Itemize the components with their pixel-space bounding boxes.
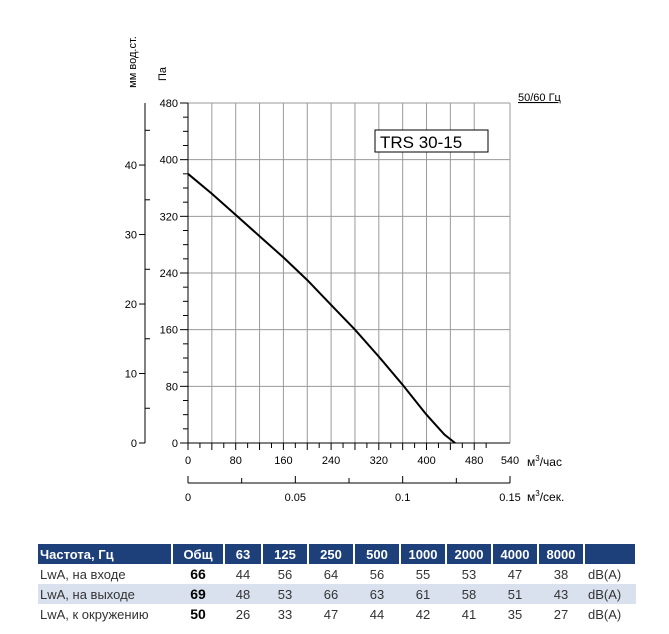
- model-label: TRS 30-15: [380, 133, 462, 152]
- x-tick-label: 320: [370, 455, 388, 467]
- x-tick-label: 240: [322, 455, 340, 467]
- x2-tick-label: 0.1: [395, 492, 410, 504]
- cell-1000: 61: [400, 584, 446, 604]
- column-header: 8000: [538, 544, 585, 564]
- cell-250: 47: [323, 606, 339, 622]
- column-header: 250: [308, 544, 355, 564]
- cell-8000: 43: [538, 584, 584, 604]
- cell-1000: 42: [415, 606, 431, 622]
- cell-8000: 27: [553, 606, 569, 622]
- cell-4000: 35: [507, 606, 523, 622]
- frequency-label: 50/60 Гц: [518, 92, 562, 104]
- cell-500: 44: [369, 606, 385, 622]
- y-pa-tick-label: 240: [160, 268, 178, 280]
- y-mm-tick-label: 20: [125, 299, 137, 311]
- x-tick-label: 80: [230, 455, 242, 467]
- x2-tick-label: 0: [185, 492, 191, 504]
- x-axis-label: м3/час: [527, 454, 562, 469]
- y-mm-tick-label: 40: [125, 160, 137, 172]
- column-header: [584, 544, 637, 564]
- column-header: 1000: [400, 544, 447, 564]
- row-total: 69: [172, 584, 224, 604]
- cell-250: 64: [323, 566, 339, 582]
- column-header: 125: [262, 544, 309, 564]
- row-label: LwA, к окружению: [40, 606, 149, 622]
- column-header: 63: [224, 544, 263, 564]
- cell-250: 66: [308, 584, 354, 604]
- axes: [139, 102, 511, 484]
- table-row: LwA, на выходе 69 48 53 66 63 61 58 51 4…: [38, 584, 636, 604]
- cell-63: 48: [224, 584, 262, 604]
- cell-4000: 47: [507, 566, 523, 582]
- x-tick-label: 400: [417, 455, 435, 467]
- cell-8000: 38: [553, 566, 569, 582]
- y-pa-axis-label: Па: [157, 66, 169, 81]
- cell-500: 63: [354, 584, 400, 604]
- row-unit: dB(A): [584, 584, 636, 604]
- x-tick-label: 480: [465, 455, 483, 467]
- y-mm-axis-label: мм вод.ст.: [127, 36, 139, 88]
- cell-1000: 55: [415, 566, 431, 582]
- cell-500: 56: [369, 566, 385, 582]
- x2-tick-label: 0.05: [285, 492, 306, 504]
- table-header-row: Частота, Гц Общ 63 125 250 500 1000 2000…: [38, 544, 637, 564]
- row-label: LwA, на входе: [40, 566, 126, 582]
- column-header: Общ: [172, 544, 225, 564]
- row-unit: dB(A): [588, 606, 622, 622]
- pressure-curve: [187, 173, 456, 444]
- y-mm-tick-label: 0: [131, 438, 137, 450]
- column-header: 4000: [492, 544, 539, 564]
- x-tick-label: 540: [501, 455, 519, 467]
- x2-axis-label: м3/сек.: [527, 489, 564, 504]
- cell-4000: 51: [492, 584, 538, 604]
- cell-63: 26: [235, 606, 251, 622]
- y-pa-tick-label: 400: [160, 155, 178, 167]
- table-row: LwA, к окружению 50 26 33 47 44 42 41 35…: [38, 604, 636, 624]
- row-unit: dB(A): [588, 566, 622, 582]
- grid: [188, 102, 511, 443]
- column-header: 500: [354, 544, 401, 564]
- model-label-box: TRS 30-15: [374, 129, 489, 153]
- row-label: LwA, на выходе: [38, 584, 172, 604]
- x-tick-label: 0: [185, 455, 191, 467]
- y-pa-tick-label: 480: [160, 98, 178, 110]
- sound-power-table: Частота, Гц Общ 63 125 250 500 1000 2000…: [38, 544, 637, 624]
- cell-125: 53: [262, 584, 308, 604]
- cell-2000: 53: [461, 566, 477, 582]
- x-tick-label: 160: [274, 455, 292, 467]
- y-mm-tick-label: 30: [125, 230, 137, 242]
- y-pa-tick-label: 320: [160, 211, 178, 223]
- column-header: 2000: [446, 544, 493, 564]
- row-total: 50: [190, 606, 206, 622]
- cell-63: 44: [235, 566, 251, 582]
- table-row: LwA, на входе 66 44 56 64 56 55 53 47 38…: [38, 564, 636, 584]
- row-total: 66: [190, 566, 206, 582]
- y-pa-tick-label: 160: [160, 325, 178, 337]
- y-pa-tick-label: 0: [172, 438, 178, 450]
- cell-125: 56: [277, 566, 293, 582]
- y-mm-tick-label: 10: [125, 369, 137, 381]
- column-header: Частота, Гц: [38, 544, 173, 564]
- x2-tick-label: 0.15: [499, 492, 520, 504]
- cell-2000: 58: [446, 584, 492, 604]
- cell-2000: 41: [461, 606, 477, 622]
- y-pa-tick-label: 80: [166, 381, 178, 393]
- cell-125: 33: [277, 606, 293, 622]
